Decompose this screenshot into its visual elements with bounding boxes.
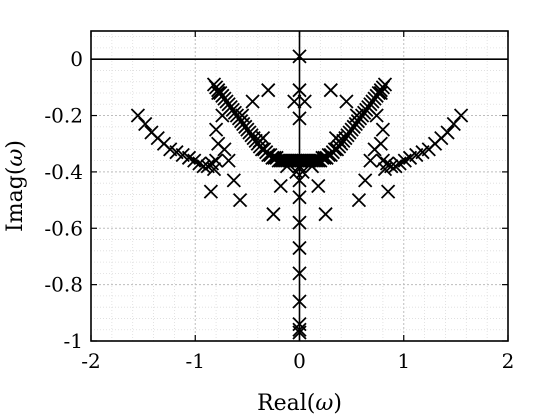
data-point-marker bbox=[279, 159, 295, 174]
data-point-marker bbox=[351, 192, 367, 208]
x-tick-label: 2 bbox=[502, 349, 515, 373]
data-point-marker bbox=[349, 108, 364, 123]
data-point-marker bbox=[292, 159, 307, 174]
data-point-marker bbox=[292, 240, 307, 256]
data-point-marker bbox=[292, 111, 307, 126]
data-point-marker bbox=[377, 161, 393, 177]
scatter-points bbox=[130, 49, 469, 340]
data-point-marker bbox=[292, 190, 307, 205]
y-axis-label: Imag(ω) bbox=[3, 140, 28, 232]
data-point-marker bbox=[217, 142, 232, 157]
data-point-marker bbox=[388, 159, 403, 174]
data-point-marker bbox=[138, 116, 153, 132]
data-point-marker bbox=[292, 173, 307, 188]
data-point-marker bbox=[297, 94, 312, 109]
data-point-marker bbox=[292, 215, 307, 230]
y-tick-label: -0.2 bbox=[44, 104, 83, 128]
data-point-marker bbox=[339, 94, 354, 109]
data-point-marker bbox=[369, 108, 384, 123]
data-point-marker bbox=[245, 94, 260, 109]
data-point-marker bbox=[292, 266, 307, 281]
data-point-marker bbox=[226, 173, 241, 188]
data-point-marker bbox=[367, 142, 382, 157]
data-point-marker bbox=[287, 94, 302, 109]
data-point-marker bbox=[196, 159, 211, 174]
y-tick-label: -0.6 bbox=[44, 216, 83, 240]
data-point-marker bbox=[318, 207, 333, 222]
data-point-marker bbox=[323, 83, 338, 98]
data-point-marker bbox=[375, 122, 391, 137]
data-point-marker bbox=[373, 85, 388, 101]
data-point-marker bbox=[206, 161, 222, 177]
ticks bbox=[90, 31, 509, 342]
data-point-marker bbox=[255, 130, 271, 146]
data-point-marker bbox=[273, 178, 288, 194]
data-point-marker bbox=[453, 108, 469, 123]
y-tick-label: 0 bbox=[70, 47, 83, 71]
x-axis-label: Real(ω) bbox=[257, 391, 342, 416]
x-tick-label: 1 bbox=[397, 349, 410, 373]
data-point-marker bbox=[292, 325, 307, 340]
data-point-marker bbox=[292, 83, 307, 98]
y-tick-label: -0.8 bbox=[44, 273, 83, 297]
data-point-marker bbox=[192, 156, 207, 171]
data-point-marker bbox=[304, 159, 320, 174]
data-point-marker bbox=[221, 153, 236, 168]
data-point-marker bbox=[358, 173, 373, 188]
data-point-marker bbox=[380, 184, 396, 199]
y-tick-label: -0.4 bbox=[44, 160, 83, 184]
data-point-marker bbox=[328, 130, 344, 146]
data-point-marker bbox=[292, 49, 307, 64]
data-point-marker bbox=[440, 125, 455, 140]
x-tick-label: -2 bbox=[81, 349, 100, 373]
data-point-marker bbox=[266, 207, 281, 222]
data-point-marker bbox=[208, 122, 224, 137]
data-point-marker bbox=[375, 153, 391, 168]
data-point-marker bbox=[235, 108, 250, 123]
data-point-marker bbox=[215, 108, 230, 123]
tick-labels: -2 -1 0 1 20-0.2-0.4-0.6-0.8-1 bbox=[44, 47, 514, 373]
data-point-marker bbox=[232, 192, 248, 208]
data-point-marker bbox=[377, 77, 393, 92]
data-point-marker bbox=[292, 322, 307, 337]
data-point-marker bbox=[292, 294, 307, 309]
x-tick-label: -1 bbox=[186, 349, 205, 373]
data-point-marker bbox=[211, 85, 226, 101]
x-tick-label: 0 bbox=[293, 349, 306, 373]
data-point-marker bbox=[261, 83, 276, 98]
data-point-marker bbox=[208, 153, 224, 168]
data-point-marker bbox=[311, 178, 326, 194]
reference-lines bbox=[91, 31, 508, 341]
data-point-marker bbox=[203, 184, 219, 199]
y-tick-label: -1 bbox=[64, 329, 83, 353]
data-point-marker bbox=[363, 153, 378, 168]
